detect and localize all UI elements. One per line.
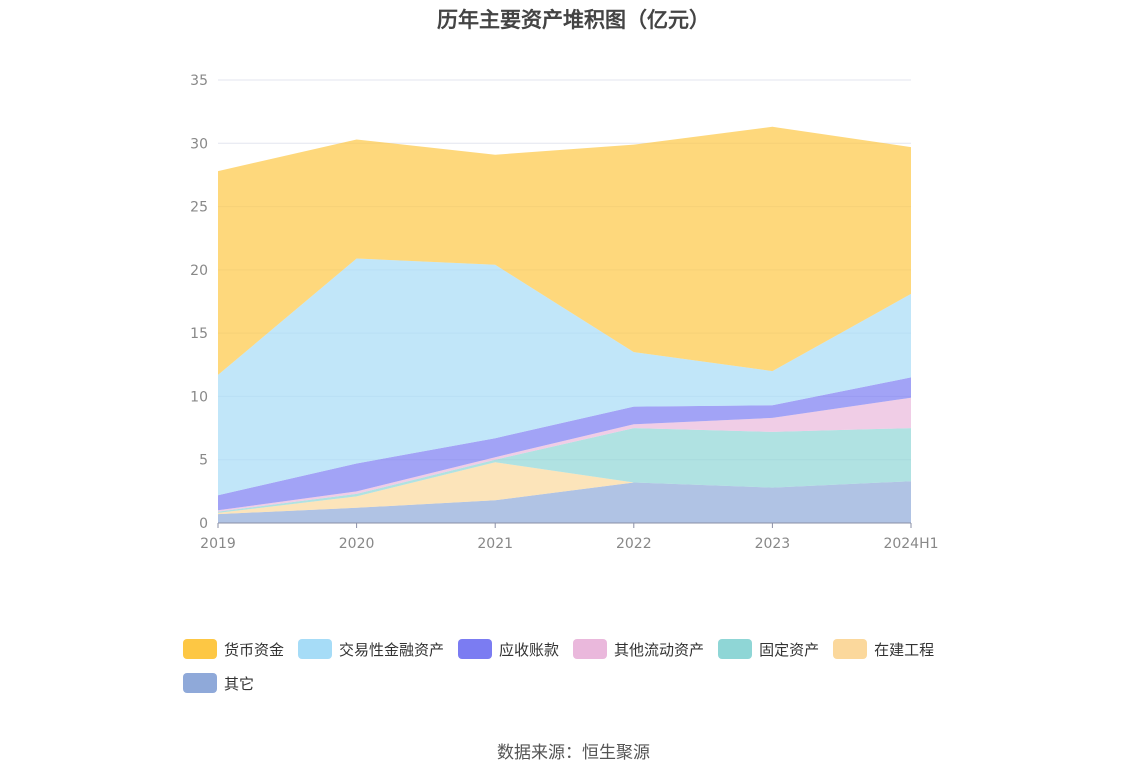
legend-label: 交易性金融资产 — [339, 640, 445, 659]
area-series-0 — [218, 481, 911, 523]
legend-item[interactable]: 在建工程 — [833, 638, 934, 660]
y-tick-label: 15 — [190, 326, 208, 342]
source-note: 数据来源：恒生聚源 — [497, 743, 650, 763]
axis-layer: 0 5 10 15 20 25 30 35 2019 2020 2021 2022 2023 2024H1 — [190, 73, 938, 552]
y-tick-label: 25 — [190, 200, 208, 216]
y-tick-label: 5 — [199, 453, 208, 469]
area-series-2 — [218, 428, 911, 513]
y-tick-label: 35 — [190, 73, 208, 89]
legend-label: 其它 — [224, 674, 255, 693]
legend-label: 固定资产 — [759, 640, 820, 659]
area-series-6 — [218, 126, 911, 375]
legend-swatch — [458, 639, 493, 659]
legend-swatch — [183, 673, 217, 693]
x-tick-label: 2020 — [339, 536, 375, 552]
y-tick-label: 20 — [190, 263, 208, 279]
legend-swatch — [183, 639, 217, 659]
legend-label: 其他流动资产 — [614, 640, 705, 659]
legend-item[interactable]: 应收账款 — [458, 638, 559, 660]
legend-item[interactable]: 其他流动资产 — [573, 638, 704, 660]
legend-swatch — [833, 639, 868, 659]
stacked-area-chart: 0 5 10 15 20 25 30 35 2019 2020 2021 2022 2023 2024H1 — [190, 73, 938, 552]
legend-swatch — [298, 639, 333, 659]
legend-item[interactable]: 交易性金融资产 — [298, 638, 444, 660]
x-tick-label: 2021 — [477, 536, 513, 552]
area-layer — [218, 126, 911, 523]
legend-label: 货币资金 — [224, 640, 285, 659]
chart-title: 历年主要资产堆积图（亿元） — [437, 8, 710, 32]
x-tick-label: 2019 — [200, 536, 236, 552]
x-tick-label: 2023 — [755, 536, 791, 552]
legend-item[interactable]: 货币资金 — [183, 638, 284, 660]
area-series-3 — [218, 397, 911, 512]
x-tick-label: 2022 — [616, 536, 652, 552]
legend-label: 在建工程 — [874, 640, 935, 659]
legend-swatch — [718, 639, 753, 659]
y-tick-label: 10 — [190, 389, 208, 405]
legend-swatch — [573, 639, 608, 659]
legend-item[interactable]: 其它 — [183, 672, 254, 694]
legend: 货币资金 交易性金融资产 应收账款 其他流动资产 固定资产 在建工程其它 — [183, 638, 983, 694]
area-series-5 — [218, 258, 911, 496]
area-series-1 — [218, 462, 911, 515]
y-tick-label: 0 — [199, 516, 208, 532]
y-tick-label: 30 — [190, 136, 208, 152]
area-series-4 — [218, 377, 911, 511]
legend-label: 应收账款 — [499, 640, 560, 659]
legend-item[interactable]: 固定资产 — [718, 638, 819, 660]
x-tick-label: 2024H1 — [883, 536, 938, 552]
